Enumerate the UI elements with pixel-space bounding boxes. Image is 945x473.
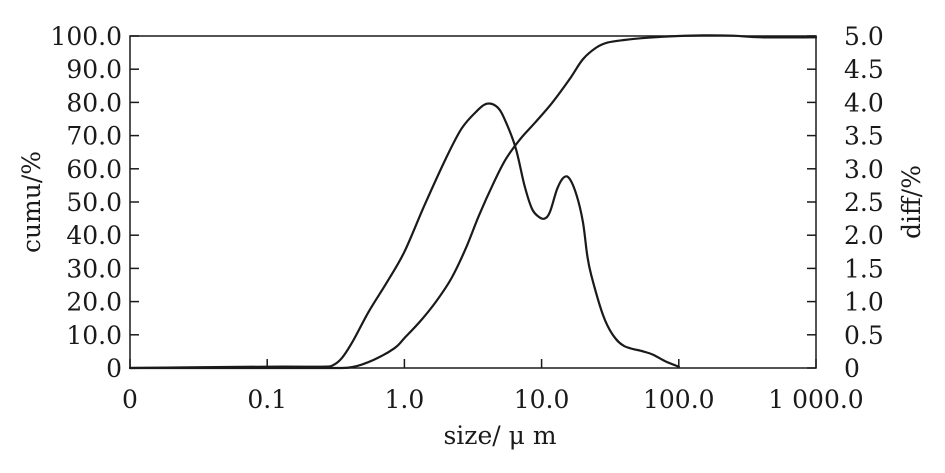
left-y-tick-label: 80.0: [66, 88, 122, 117]
left-y-tick-label: 70.0: [66, 122, 122, 151]
left-y-tick-label: 40.0: [66, 221, 122, 250]
x-tick-label: 0: [122, 385, 138, 414]
right-y-tick-label: 4.0: [844, 88, 884, 117]
left-y-tick-label: 20.0: [66, 288, 122, 317]
left-y-tick-label: 10.0: [66, 321, 122, 350]
plot-frame: [129, 35, 817, 369]
x-tick-label: 10.0: [514, 385, 570, 414]
right-y-tick-label: 0: [844, 354, 860, 383]
series-layer: [128, 34, 818, 370]
left-y-tick-label: 60.0: [66, 155, 122, 184]
left-y-tick-label: 90.0: [66, 55, 122, 84]
left-y-axis-title: cumu/%: [17, 151, 46, 253]
right-y-tick-label: 1.0: [844, 288, 884, 317]
right-y-tick-label: 3.0: [844, 155, 884, 184]
right-y-axis-title: diff/%: [897, 165, 926, 239]
right-y-tick-label: 1.5: [844, 254, 884, 283]
left-y-tick-label: 30.0: [66, 254, 122, 283]
right-y-axis-ticks: 0 0.5 1.0 1.5 2.0 2.5 3.0 3.5 4.0 4.5 5.0: [807, 22, 884, 383]
x-tick-label: 100.0: [643, 385, 715, 414]
x-tick-label: 1 000.0: [768, 385, 863, 414]
right-y-tick-label: 4.5: [844, 55, 884, 84]
left-y-tick-label: 50.0: [66, 188, 122, 217]
series-line-diff: [128, 102, 680, 370]
x-axis-title: size/ μ m: [443, 421, 556, 450]
x-tick-label: 1.0: [385, 385, 425, 414]
right-y-tick-label: 0.5: [844, 321, 884, 350]
right-y-tick-label: 5.0: [844, 22, 884, 51]
x-axis-ticks: 0 0.1 1.0 10.0 100.0 1 000.0: [122, 359, 864, 414]
left-y-tick-label: 100.0: [50, 22, 122, 51]
right-y-tick-label: 2.0: [844, 221, 884, 250]
series-line-cumu: [128, 34, 818, 370]
x-tick-label: 0.1: [247, 385, 287, 414]
right-y-tick-label: 2.5: [844, 188, 884, 217]
left-y-tick-label: 0: [106, 354, 122, 383]
right-y-tick-label: 3.5: [844, 122, 884, 151]
left-y-axis-ticks: 0 10.0 20.0 30.0 40.0 50.0 60.0 70.0 80.0 90.0 100…: [50, 22, 139, 383]
